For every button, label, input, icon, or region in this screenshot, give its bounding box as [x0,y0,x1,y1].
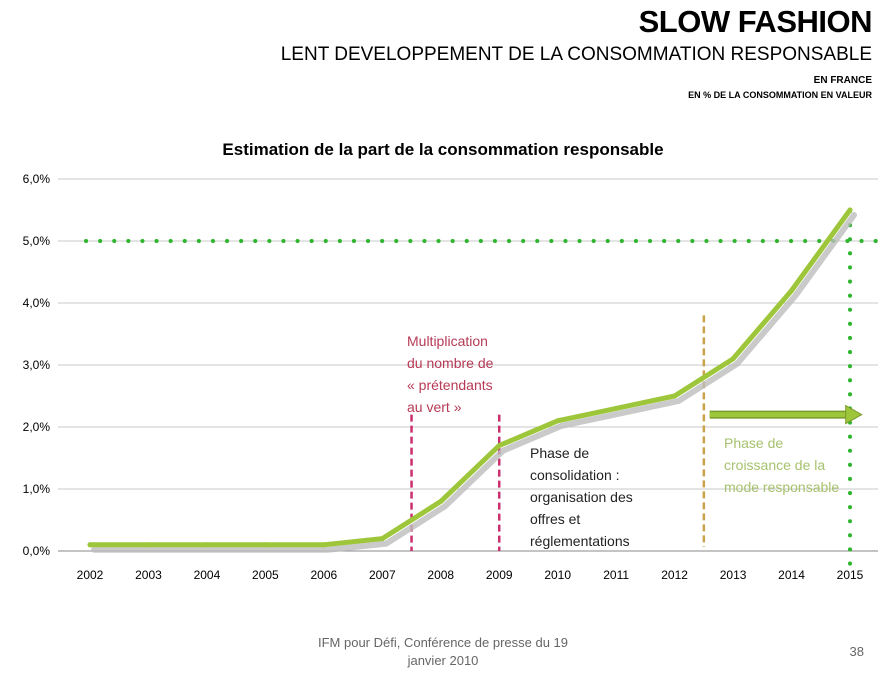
data-point [204,542,210,548]
y-tick-label: 1,0% [23,482,51,496]
annotation-line: du nombre de [407,355,494,371]
annotation-line: réglementations [530,533,630,549]
x-tick-label: 2010 [544,568,571,582]
data-point [730,356,736,362]
annotation-line: « prétendants [407,377,493,393]
series-line-shadow [91,212,857,553]
annotation-line: au vert » [407,399,462,415]
annotation-croissance: Phase de croissance de la mode responsab… [724,432,839,498]
x-tick-label: 2015 [837,568,864,582]
annotation-line: organisation des [530,489,633,505]
page-number: 38 [849,644,864,659]
x-tick-label: 2006 [310,568,337,582]
y-tick-label: 4,0% [23,296,51,310]
data-point [789,288,795,294]
annotation-line: croissance de la [724,457,826,473]
data-point [145,542,151,548]
series-line [87,207,853,548]
footer-line: janvier 2010 [407,653,479,668]
data-point [262,542,268,548]
annotation-line: offres et [530,511,581,527]
annotation-line: Multiplication [407,333,488,349]
x-tick-label: 2009 [486,568,513,582]
data-point [438,498,444,504]
y-tick-label: 0,0% [23,544,51,558]
data-point [321,542,327,548]
data-point [672,393,678,399]
annotation-line: mode responsable [724,479,840,495]
y-tick-label: 2,0% [23,420,51,434]
scope-label: EN FRANCE [813,75,872,86]
annotation-consolidation: Phase de consolidation : organisation de… [530,442,633,552]
data-point [613,405,619,411]
annotation-line: Phase de [530,445,590,461]
annotation-line: Phase de [724,435,784,451]
growth-arrow-head [845,404,863,425]
y-tick-label: 5,0% [23,234,51,248]
data-point [87,542,93,548]
y-tick-label: 6,0% [23,172,51,186]
data-point [496,443,502,449]
chart-title: Estimation de la part de la consommation… [222,140,664,159]
slide-title: SLOW FASHION [638,4,873,39]
data-point [847,207,853,213]
x-tick-label: 2003 [135,568,162,582]
footer-source: IFM pour Défi, Conférence de presse du 1… [0,634,886,670]
unit-label: EN % DE LA CONSOMMATION EN VALEUR [688,90,872,100]
x-tick-label: 2014 [778,568,805,582]
x-tick-label: 2013 [720,568,747,582]
annotation-multiplication: Multiplication du nombre de « prétendant… [407,330,493,418]
x-tick-label: 2011 [603,568,629,582]
x-tick-label: 2002 [77,568,104,582]
x-tick-label: 2007 [369,568,396,582]
annotation-line: consolidation : [530,467,620,483]
footer-line: IFM pour Défi, Conférence de presse du 1… [317,635,569,650]
x-tick-label: 2005 [252,568,279,582]
slide-subtitle: LENT DEVELOPPEMENT DE LA CONSOMMATION RE… [280,44,872,65]
x-tick-label: 2004 [194,568,221,582]
data-point [555,418,561,424]
x-tick-label: 2012 [661,568,688,582]
x-tick-label: 2008 [427,568,454,582]
data-point [379,536,385,542]
y-tick-label: 3,0% [23,358,51,372]
